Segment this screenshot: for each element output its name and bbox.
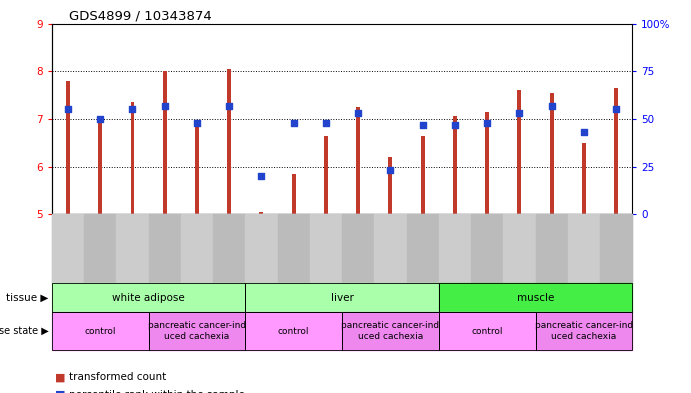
Bar bbox=[98, 119, 102, 214]
Text: percentile rank within the sample: percentile rank within the sample bbox=[69, 390, 245, 393]
Text: muscle: muscle bbox=[517, 293, 554, 303]
Bar bbox=[453, 116, 457, 214]
Bar bbox=[195, 124, 199, 214]
Text: tissue ▶: tissue ▶ bbox=[6, 293, 48, 303]
Bar bbox=[66, 81, 70, 214]
Bar bbox=[582, 143, 586, 214]
Text: liver: liver bbox=[330, 293, 354, 303]
Point bbox=[191, 119, 202, 126]
Bar bbox=[485, 112, 489, 214]
Point bbox=[417, 121, 428, 128]
Point bbox=[127, 106, 138, 112]
Text: control: control bbox=[84, 327, 116, 336]
Point bbox=[62, 106, 73, 112]
Text: pancreatic cancer-ind
uced cachexia: pancreatic cancer-ind uced cachexia bbox=[341, 321, 439, 341]
Text: GDS4899 / 10343874: GDS4899 / 10343874 bbox=[69, 10, 212, 23]
Text: ■: ■ bbox=[55, 390, 66, 393]
Bar bbox=[131, 102, 134, 214]
Bar bbox=[292, 174, 296, 214]
Point bbox=[288, 119, 299, 126]
Text: control: control bbox=[471, 327, 503, 336]
Point bbox=[224, 103, 235, 109]
Point bbox=[482, 119, 493, 126]
Point bbox=[546, 103, 557, 109]
Bar bbox=[550, 93, 553, 214]
Point bbox=[256, 173, 267, 179]
Point bbox=[352, 110, 363, 116]
Point bbox=[611, 106, 622, 112]
Text: control: control bbox=[278, 327, 310, 336]
Bar bbox=[357, 107, 360, 214]
Text: disease state ▶: disease state ▶ bbox=[0, 326, 48, 336]
Bar bbox=[260, 212, 263, 214]
Point bbox=[385, 167, 396, 173]
Point bbox=[578, 129, 589, 135]
Text: white adipose: white adipose bbox=[112, 293, 185, 303]
Bar bbox=[324, 136, 328, 214]
Bar bbox=[518, 90, 521, 214]
Text: pancreatic cancer-ind
uced cachexia: pancreatic cancer-ind uced cachexia bbox=[148, 321, 246, 341]
Point bbox=[514, 110, 525, 116]
Bar bbox=[388, 157, 392, 214]
Point bbox=[321, 119, 332, 126]
Text: transformed count: transformed count bbox=[69, 372, 167, 382]
Text: ■: ■ bbox=[55, 372, 66, 382]
Bar bbox=[163, 71, 167, 214]
Point bbox=[95, 116, 106, 122]
Bar bbox=[614, 88, 618, 214]
Bar bbox=[227, 69, 231, 214]
Text: pancreatic cancer-ind
uced cachexia: pancreatic cancer-ind uced cachexia bbox=[535, 321, 633, 341]
Point bbox=[449, 121, 460, 128]
Point bbox=[159, 103, 170, 109]
Bar bbox=[421, 136, 424, 214]
